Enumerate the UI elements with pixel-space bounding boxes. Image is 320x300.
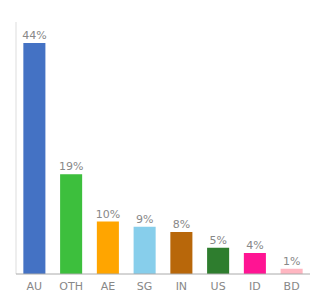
data-label: 9%: [136, 213, 153, 226]
data-labels: 44% 19% 10% 9% 8% 5% 4% 1%: [22, 29, 300, 268]
chart-container: 44% 19% 10% 9% 8% 5% 4% 1% AU OTH AE SG IN US ID BD: [0, 0, 320, 300]
data-label: 4%: [246, 239, 263, 252]
x-axis-line: [16, 274, 310, 275]
bar: [244, 253, 266, 274]
bar: [60, 174, 82, 274]
bar: [23, 43, 45, 274]
x-tick-label: US: [211, 280, 226, 293]
x-tick-label: BD: [284, 280, 300, 293]
data-label: 8%: [173, 218, 190, 231]
bar: [134, 227, 156, 274]
y-axis-line: [16, 22, 17, 274]
x-tick-label: IN: [176, 280, 187, 293]
bars: [23, 43, 302, 274]
data-label: 1%: [283, 255, 300, 268]
data-label: 19%: [59, 160, 83, 173]
data-label: 10%: [96, 208, 120, 221]
bar: [281, 269, 303, 274]
bar: [170, 232, 192, 274]
chart: 44% 19% 10% 9% 8% 5% 4% 1% AU OTH AE SG IN US ID BD: [0, 0, 320, 300]
x-tick-label: AU: [27, 280, 43, 293]
x-tick-label: ID: [249, 280, 261, 293]
x-tick-label: SG: [137, 280, 153, 293]
bar: [97, 222, 119, 275]
data-label: 44%: [22, 29, 46, 42]
bar: [207, 248, 229, 274]
x-tick-labels: AU OTH AE SG IN US ID BD: [27, 280, 300, 293]
x-tick-label: OTH: [59, 280, 83, 293]
data-label: 5%: [209, 234, 226, 247]
x-tick-label: AE: [101, 280, 116, 293]
